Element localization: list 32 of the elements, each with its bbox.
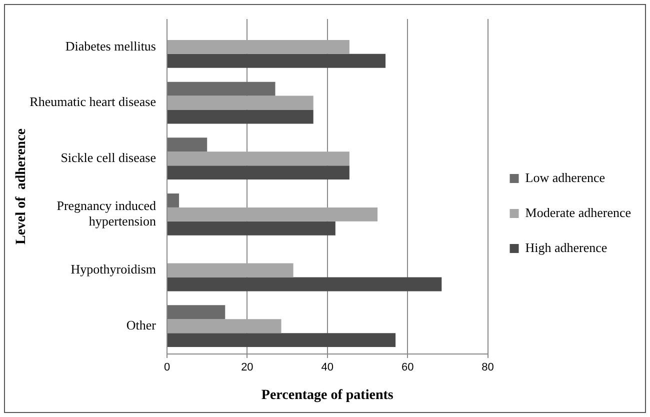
x-tick-label: 20: [241, 362, 254, 374]
bar: [168, 40, 350, 54]
y-tick-label: Diabetes mellitus: [65, 38, 156, 54]
bar: [168, 82, 276, 96]
x-tick-label: 60: [401, 362, 414, 374]
y-tick-label: Hypothyroidism: [70, 262, 156, 277]
bar: [168, 221, 336, 236]
x-axis-title: Percentage of patients: [261, 388, 394, 404]
bar: [168, 305, 226, 320]
bar: [168, 207, 378, 222]
y-tick-label: Other: [126, 318, 157, 333]
bar: [168, 263, 294, 278]
bar: [168, 277, 442, 292]
y-tick-label: Rheumatic heart disease: [30, 94, 156, 110]
bar: [168, 54, 386, 68]
x-tick-label: 80: [482, 362, 494, 374]
bar: [168, 152, 350, 166]
legend-label: Low adherence: [525, 170, 606, 185]
y-tick-label: Sickle cell disease: [60, 150, 156, 166]
y-tick-label: Pregnancy induced hypertension: [56, 198, 156, 229]
bar: [168, 96, 314, 110]
bar: [168, 138, 208, 152]
legend-label: Moderate adherence: [525, 204, 632, 220]
x-tick-label: 40: [321, 362, 334, 374]
bar: [168, 319, 282, 334]
bar: [168, 166, 350, 180]
y-axis-title: Level of adherence: [14, 128, 30, 244]
bar: [168, 110, 314, 124]
legend-label: High adherence: [525, 240, 608, 255]
bar: [168, 333, 396, 348]
x-tick-label: 0: [164, 362, 170, 374]
bar: [168, 193, 180, 208]
